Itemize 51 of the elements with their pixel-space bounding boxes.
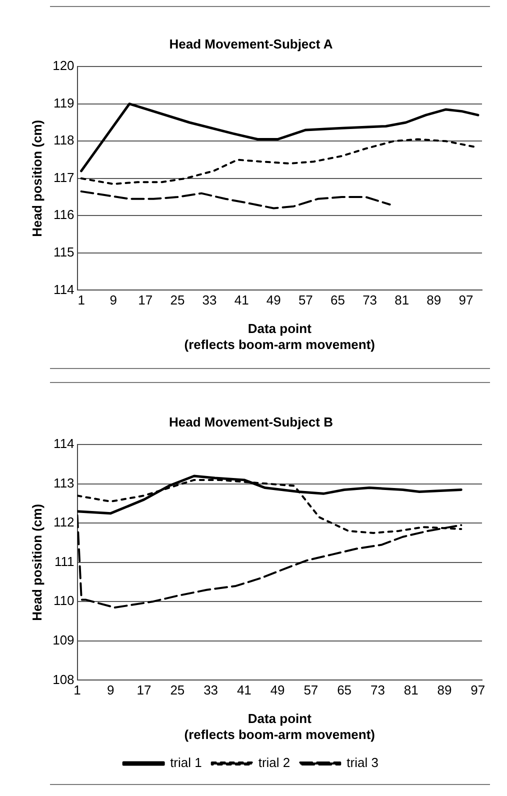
y-axis-title: Head position (cm) bbox=[29, 120, 44, 237]
x-tick-label: 33 bbox=[202, 292, 217, 308]
x-tick-label: 17 bbox=[136, 682, 152, 698]
y-tick-label: 120 bbox=[52, 58, 74, 74]
y-tick-label: 117 bbox=[54, 170, 74, 185]
x-tick-label: 81 bbox=[394, 292, 410, 308]
x-tick-label: 73 bbox=[370, 682, 385, 698]
x-tick-label: 81 bbox=[404, 682, 418, 698]
y-tick-label: 114 bbox=[54, 436, 74, 452]
legend-label: trial 3 bbox=[346, 755, 378, 770]
x-tick-label: 65 bbox=[330, 292, 345, 308]
y-tick-label: 114 bbox=[54, 282, 74, 297]
y-tick-label: 113 bbox=[54, 475, 74, 490]
x-tick-label: 41 bbox=[234, 292, 249, 308]
line-series bbox=[80, 190, 391, 210]
x-tick-label: 49 bbox=[266, 292, 281, 308]
y-tick-label: 109 bbox=[52, 632, 74, 648]
x-tick-label: 89 bbox=[426, 292, 442, 308]
y-tick-label: 119 bbox=[54, 95, 74, 110]
x-tick-label: 1 bbox=[74, 682, 81, 698]
x-tick-label: 97 bbox=[458, 292, 474, 308]
x-tick-label: 9 bbox=[110, 292, 117, 308]
x-tick-label: 65 bbox=[337, 682, 352, 698]
x-axis-title: Data point (reflects boom-arm movement) bbox=[184, 321, 376, 352]
x-tick-label: 73 bbox=[362, 292, 378, 308]
x-tick-label: 57 bbox=[304, 682, 318, 698]
chart-title: Head Movement-Subject A bbox=[169, 36, 334, 52]
x-tick-label: 41 bbox=[236, 682, 252, 698]
x-tick-label: 25 bbox=[170, 292, 185, 308]
x-tick-label: 25 bbox=[170, 682, 185, 698]
x-tick-label: 57 bbox=[298, 292, 313, 308]
x-tick-label: 17 bbox=[138, 292, 153, 308]
chart-title: Head Movement-Subject B bbox=[169, 414, 333, 430]
x-tick-label: 97 bbox=[470, 682, 486, 698]
legend-label: trial 2 bbox=[258, 755, 290, 770]
y-tick-label: 108 bbox=[52, 672, 74, 687]
x-axis-title: Data point (reflects boom-arm movement) bbox=[184, 711, 376, 742]
x-tick-label: 9 bbox=[107, 682, 114, 698]
y-tick-label: 116 bbox=[54, 207, 74, 222]
x-tick-label: 33 bbox=[204, 682, 218, 698]
x-tick-label: 49 bbox=[270, 682, 285, 698]
y-tick-label: 111 bbox=[54, 554, 74, 569]
y-tick-label: 110 bbox=[54, 593, 74, 608]
y-tick-label: 115 bbox=[54, 244, 74, 260]
x-tick-label: 89 bbox=[437, 682, 452, 698]
line-series bbox=[80, 138, 475, 185]
x-tick-label: 1 bbox=[78, 292, 85, 308]
y-tick-label: 118 bbox=[54, 132, 74, 148]
y-axis-title: Head position (cm) bbox=[29, 504, 44, 621]
y-tick-label: 112 bbox=[54, 514, 74, 530]
legend-label: trial 1 bbox=[170, 755, 202, 770]
